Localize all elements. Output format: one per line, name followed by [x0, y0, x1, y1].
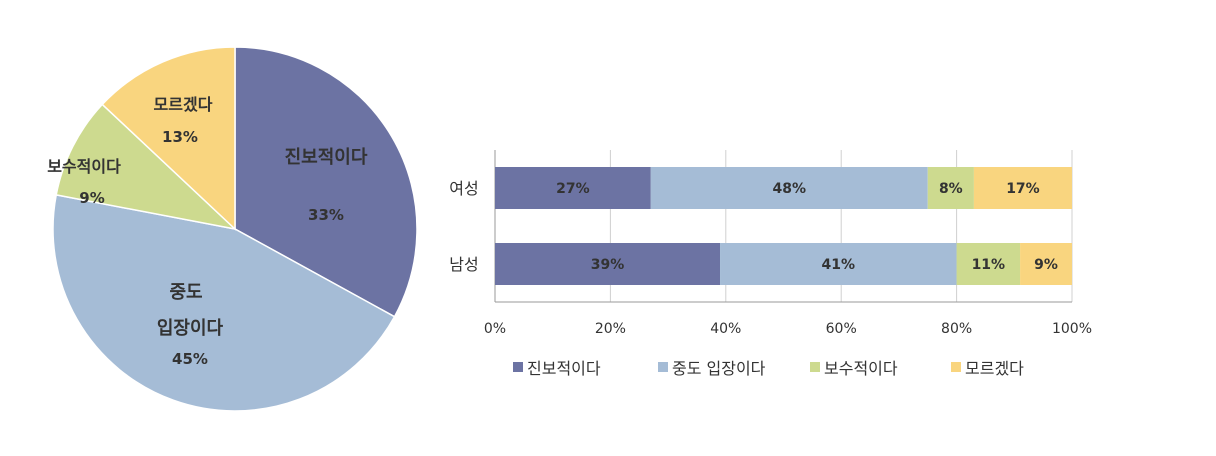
bar-segment-dont-know — [1020, 243, 1072, 285]
bar-data-label: 48% — [773, 181, 807, 197]
bar-data-label: 41% — [822, 257, 856, 273]
legend-label-moderate: 중도 입장이다 — [672, 359, 766, 378]
x-tick-label: 100% — [1052, 321, 1092, 337]
bar-data-label: 39% — [591, 257, 625, 273]
x-tick-label: 80% — [941, 321, 972, 337]
pie-slice-dont-know — [101, 46, 236, 231]
x-tick-label: 60% — [826, 321, 857, 337]
pie-label-conservative: 보수적이다 — [47, 157, 121, 176]
y-category-label: 여성 — [449, 179, 478, 198]
pie-value-conservative: 9% — [79, 189, 104, 207]
bar-segment-moderate — [720, 243, 957, 285]
x-tick-label: 0% — [484, 321, 506, 337]
pie-label-moderate-line1: 중도 — [169, 282, 202, 303]
legend-label-dont-know: 모르겠다 — [965, 359, 1024, 378]
pie-value-dont-know: 13% — [162, 128, 198, 146]
bar-segment-moderate — [650, 167, 928, 209]
legend-label-progressive: 진보적이다 — [527, 359, 601, 378]
stacked-bar-chart: 0% 20% 40% 60% 80% 100% 여성 27% 48% 8% 17% 남성 39% 41% 1… — [449, 150, 1092, 378]
pie-label-dont-know: 모르겠다 — [154, 95, 213, 114]
legend-swatch-conservative — [810, 362, 820, 372]
bar-segment-conservative — [956, 243, 1021, 285]
bar-data-label: 9% — [1034, 257, 1058, 273]
bar-data-label: 17% — [1006, 181, 1040, 197]
pie-label-moderate-line2: 입장이다 — [157, 317, 224, 339]
bar-segment-conservative — [927, 167, 974, 209]
x-tick-label: 20% — [595, 321, 626, 337]
pie-label-progressive: 진보적이다 — [285, 147, 368, 168]
pie-slice-conservative — [55, 103, 238, 231]
bar-data-label: 27% — [556, 181, 590, 197]
bar-data-label: 11% — [972, 257, 1006, 273]
legend-label-conservative: 보수적이다 — [824, 359, 898, 378]
bar-segment-progressive — [495, 167, 651, 209]
pie-slice-moderate — [52, 194, 396, 412]
pie-slice-progressive — [234, 46, 418, 318]
legend-swatch-dont-know — [951, 362, 961, 372]
bar-data-label: 8% — [939, 181, 963, 197]
y-category-label: 남성 — [449, 255, 478, 274]
bar-segment-dont-know — [973, 167, 1072, 209]
legend-swatch-moderate — [658, 362, 668, 372]
bar-segment-progressive — [495, 243, 721, 285]
pie-value-moderate: 45% — [172, 350, 208, 368]
legend-swatch-progressive — [513, 362, 523, 372]
x-tick-label: 40% — [710, 321, 741, 337]
pie-value-progressive: 33% — [308, 206, 344, 224]
